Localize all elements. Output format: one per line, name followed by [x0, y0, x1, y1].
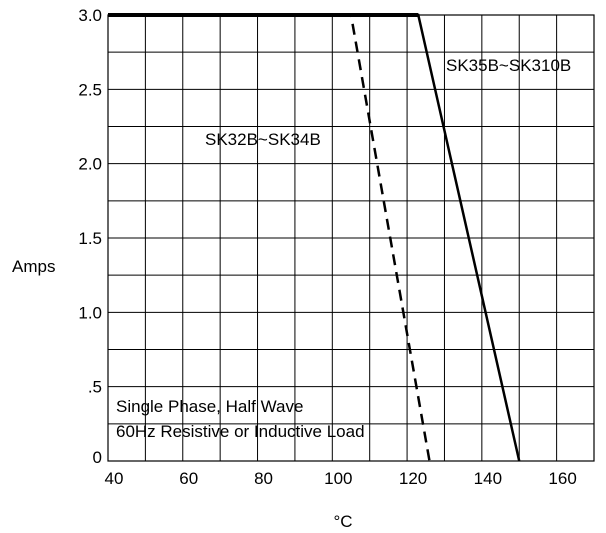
y-tick-label: 1.5	[78, 229, 102, 248]
x-tick-label: 40	[105, 469, 124, 488]
y-tick-label: 3.0	[78, 6, 102, 25]
y-axis-label: Amps	[12, 257, 55, 276]
annotation-line-1: Single Phase, Half Wave	[116, 397, 303, 416]
annotation-line-2: 60Hz Resistive or Inductive Load	[116, 422, 365, 441]
x-tick-label: 140	[474, 469, 502, 488]
y-tick-label: 2.5	[78, 80, 102, 99]
y-tick-label: 0	[93, 448, 102, 467]
series-layer	[108, 13, 521, 462]
x-tick-label: 60	[179, 469, 198, 488]
series-label-sk32b-sk34b: SK32B~SK34B	[205, 130, 321, 149]
tick-labels: 40 60 80 100 120 140 160 0 .5 1.0 1.5 2.0 2.5 3.0	[78, 6, 576, 488]
x-axis-label: °C	[333, 512, 352, 531]
grid	[107, 14, 595, 462]
y-tick-label: 1.0	[78, 303, 102, 322]
x-tick-label: 80	[254, 469, 273, 488]
series-label-sk35b-sk310b: SK35B~SK310B	[446, 56, 571, 75]
y-tick-label: .5	[88, 378, 102, 397]
y-tick-label: 2.0	[78, 155, 102, 174]
x-tick-label: 100	[324, 469, 352, 488]
x-tick-label: 120	[399, 469, 427, 488]
x-tick-label: 160	[548, 469, 576, 488]
